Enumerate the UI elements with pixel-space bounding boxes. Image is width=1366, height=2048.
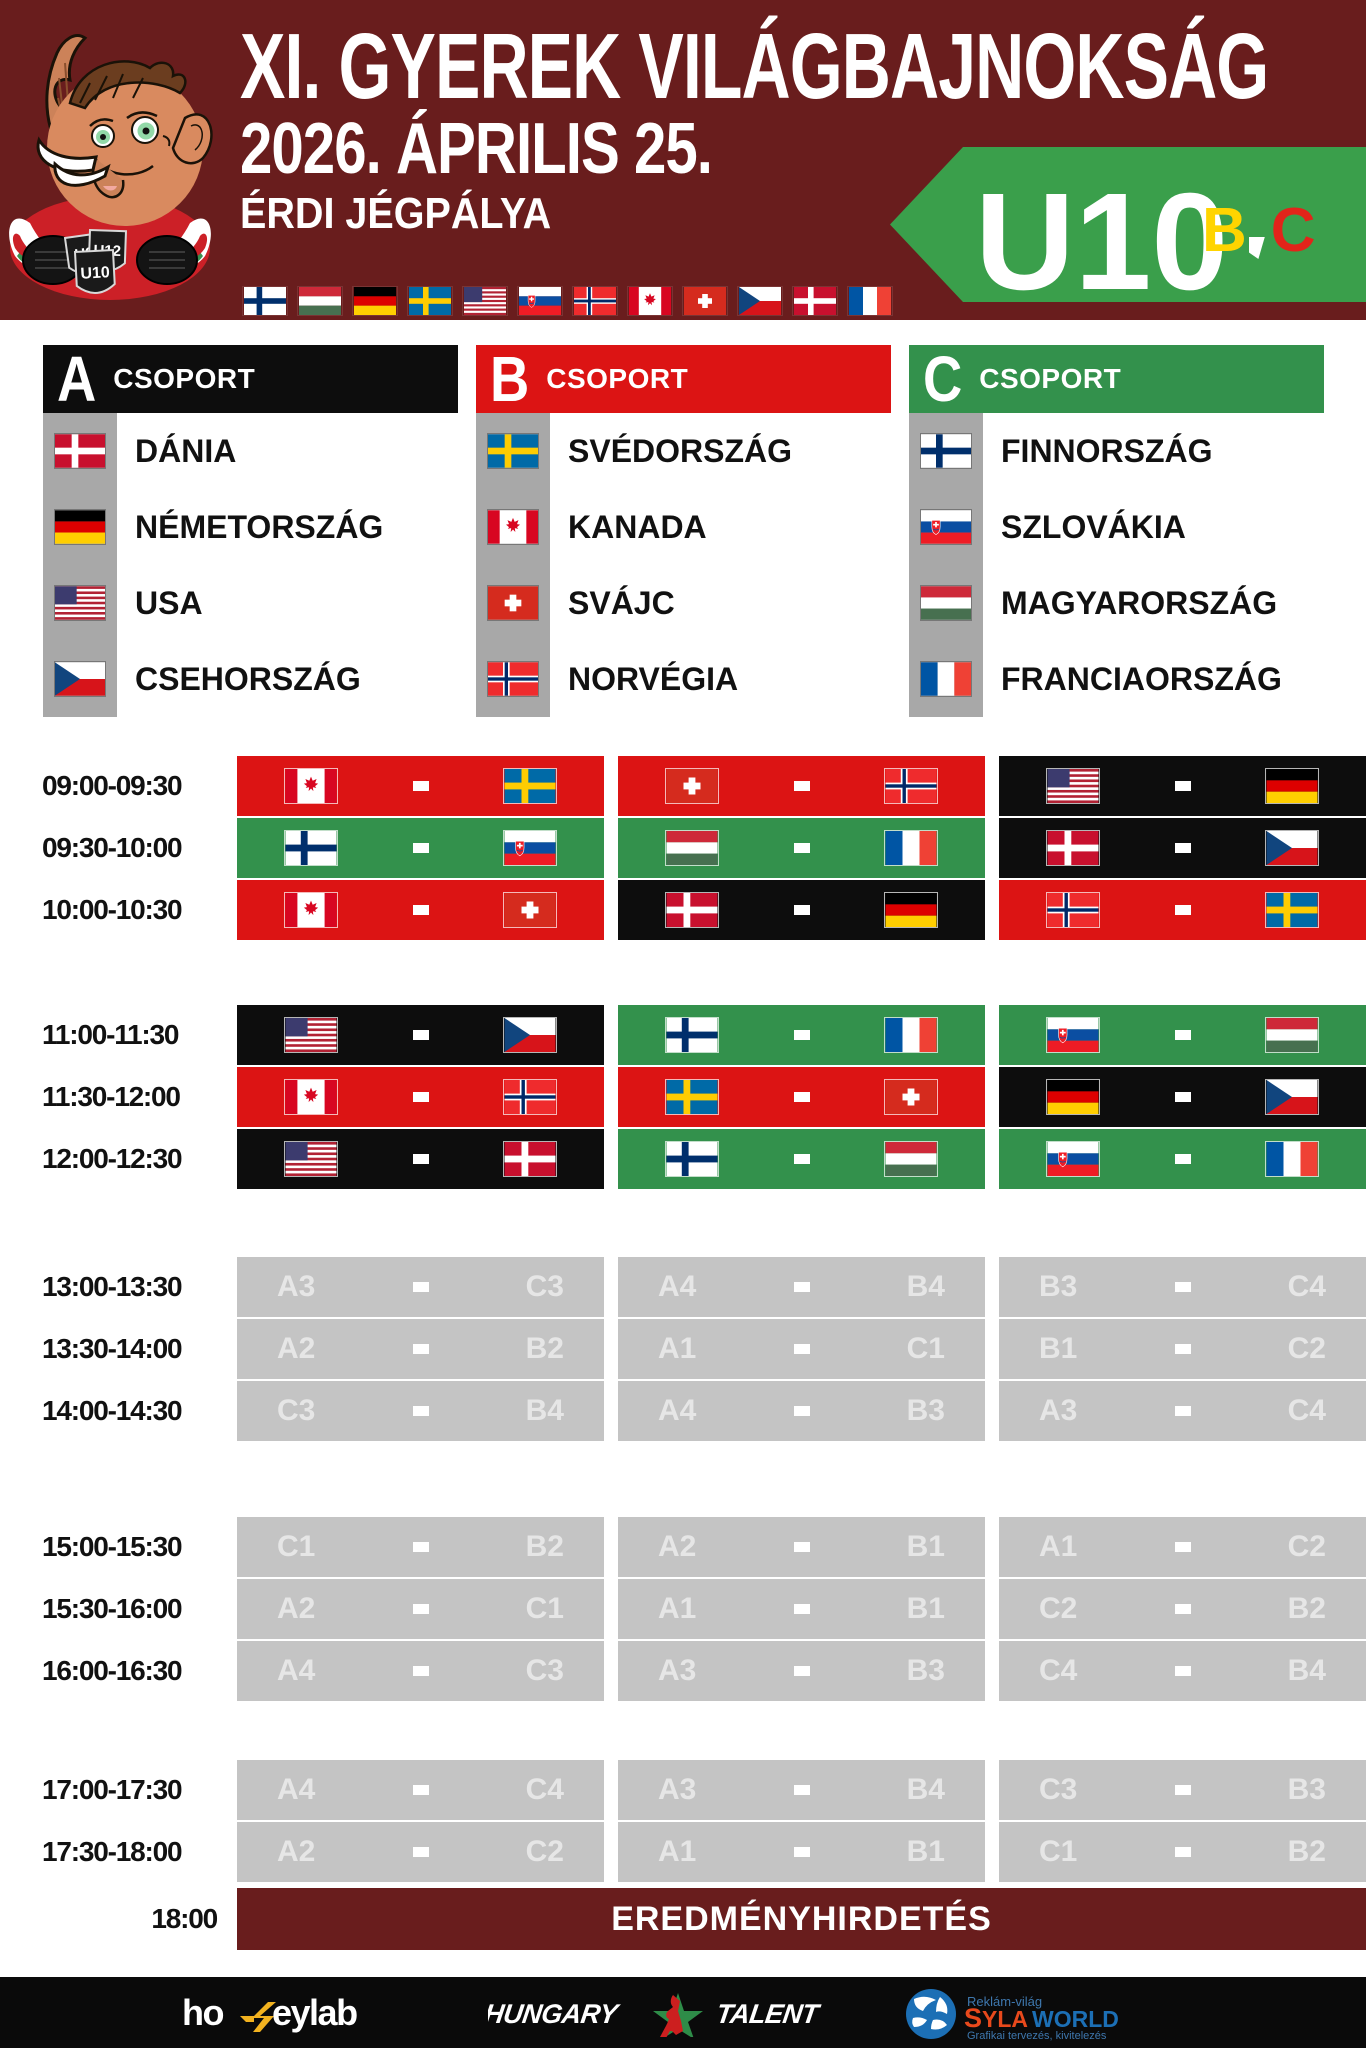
svg-text:WORLD: WORLD bbox=[1032, 2006, 1119, 2032]
svg-text:Grafikai tervezés, kivitelezés: Grafikai tervezés, kivitelezés bbox=[967, 2030, 1107, 2042]
svg-text:HUNGARY: HUNGARY bbox=[488, 1998, 623, 2029]
svg-text:ho: ho bbox=[182, 1992, 223, 2033]
svg-text:U10: U10 bbox=[80, 264, 110, 283]
svg-text:eylab: eylab bbox=[272, 1992, 357, 2033]
svg-text:TALENT: TALENT bbox=[714, 1998, 823, 2029]
svg-text:SYLA: SYLA bbox=[964, 2003, 1028, 2033]
